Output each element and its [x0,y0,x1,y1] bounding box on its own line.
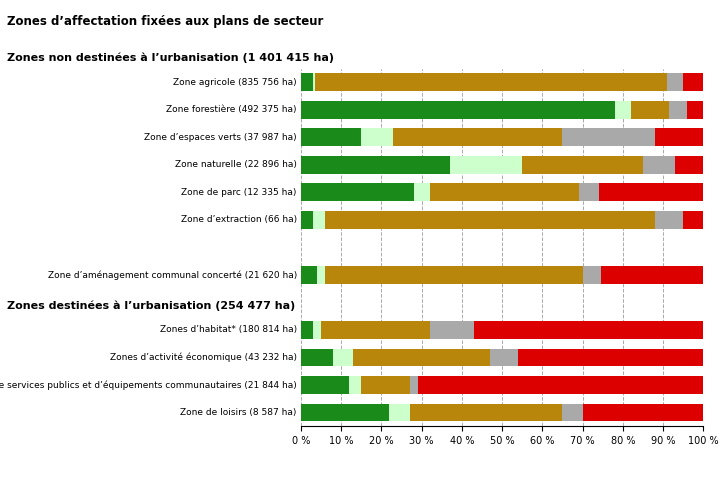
Bar [301,404,389,421]
Bar [410,404,563,421]
Bar [582,266,600,284]
Bar [317,266,325,284]
Bar [301,74,313,91]
Bar [683,211,703,229]
Bar [631,101,669,119]
Text: Zones d’affectation fixées aux plans de secteur: Zones d’affectation fixées aux plans de … [7,15,323,28]
Bar [315,74,667,91]
Bar [563,128,655,147]
Bar [582,404,703,421]
Bar [675,156,703,174]
Bar [301,128,361,147]
Bar [394,128,563,147]
Bar [353,348,490,367]
Bar [522,156,643,174]
Bar [615,101,631,119]
Text: Zone d’aménagement communal concerté (21 620 ha): Zone d’aménagement communal concerté (21… [48,270,297,280]
Bar [325,266,582,284]
Bar [599,183,703,201]
Bar [313,74,315,91]
Text: Zone naturelle (22 896 ha): Zone naturelle (22 896 ha) [175,160,297,170]
Bar [301,376,349,394]
Text: Zones d’activité économique (43 232 ha): Zones d’activité économique (43 232 ha) [110,353,297,362]
Bar [333,348,353,367]
Bar [655,128,703,147]
Bar [325,211,655,229]
Bar [579,183,599,201]
Bar [361,376,410,394]
Bar [301,266,317,284]
Bar [301,183,413,201]
Bar [563,404,583,421]
Text: Zones non destinées à l’urbanisation (1 401 415 ha): Zones non destinées à l’urbanisation (1 … [7,52,334,63]
Bar [683,74,703,91]
Text: Zone de services publics et d’équipements communautaires (21 844 ha): Zone de services publics et d’équipement… [0,380,297,390]
Bar [389,404,410,421]
Bar [301,101,615,119]
Bar [301,321,313,339]
Text: Zone de parc (12 335 ha): Zone de parc (12 335 ha) [181,188,297,197]
Bar [410,376,418,394]
Text: Zone forestière (492 375 ha): Zone forestière (492 375 ha) [166,105,297,114]
Bar [349,376,361,394]
Bar [418,376,703,394]
Bar [301,211,313,229]
Bar [643,156,675,174]
Bar [313,211,325,229]
Text: Zone de loisirs (8 587 ha): Zone de loisirs (8 587 ha) [181,408,297,417]
Bar [301,156,450,174]
Bar [430,183,579,201]
Bar [669,101,687,119]
Bar [687,101,703,119]
Bar [321,321,430,339]
Bar [600,266,703,284]
Bar [361,128,394,147]
Bar [667,74,683,91]
Text: Zone d’espaces verts (37 987 ha): Zone d’espaces verts (37 987 ha) [144,133,297,142]
Text: Zone d’extraction (66 ha): Zone d’extraction (66 ha) [181,216,297,224]
Bar [655,211,683,229]
Text: Zones destinées à l’urbanisation (254 477 ha): Zones destinées à l’urbanisation (254 47… [7,300,296,311]
Bar [301,348,333,367]
Bar [313,321,321,339]
Bar [490,348,518,367]
Text: Zones d’habitat* (180 814 ha): Zones d’habitat* (180 814 ha) [160,325,297,335]
Bar [450,156,522,174]
Bar [518,348,703,367]
Bar [474,321,703,339]
Bar [430,321,474,339]
Bar [413,183,430,201]
Text: Zone agricole (835 756 ha): Zone agricole (835 756 ha) [173,78,297,87]
